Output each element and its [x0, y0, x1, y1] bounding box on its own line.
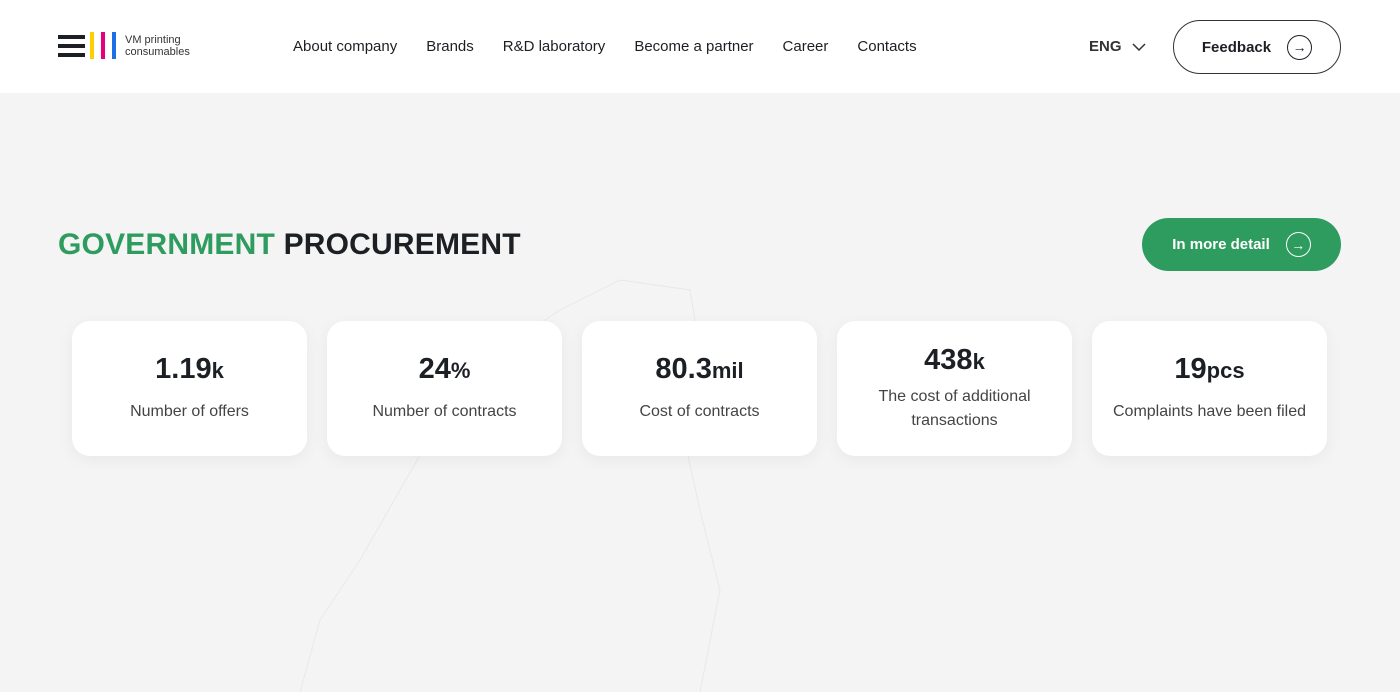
logo-magenta-bar — [101, 32, 105, 59]
logo-yellow-bar — [90, 32, 94, 59]
arrow-right-icon: → — [1285, 232, 1311, 257]
stat-card: 19pcs Complaints have been filed — [1092, 321, 1327, 456]
section-title: GOVERNMENT PROCUREMENT — [58, 228, 521, 261]
logo-text: VM printing consumables — [125, 33, 190, 58]
chevron-down-icon — [1131, 42, 1146, 51]
nav-brands[interactable]: Brands — [426, 38, 474, 55]
feedback-button[interactable]: Feedback → — [1173, 20, 1341, 74]
main-nav: About company Brands R&D laboratory Beco… — [293, 38, 917, 55]
in-more-detail-button[interactable]: In more detail → — [1142, 218, 1341, 271]
stat-card: 438k The cost of additional transactions — [837, 321, 1072, 456]
feedback-label: Feedback — [1201, 38, 1272, 56]
background-map — [299, 279, 721, 692]
nav-become-partner[interactable]: Become a partner — [634, 38, 754, 55]
nav-career[interactable]: Career — [782, 38, 829, 55]
language-label: ENG — [1089, 38, 1122, 55]
site-header: VM printing consumables About company Bra… — [0, 0, 1400, 93]
language-selector[interactable]: ENG — [1089, 38, 1146, 55]
nav-rd-laboratory[interactable]: R&D laboratory — [502, 38, 606, 55]
nav-about-company[interactable]: About company — [293, 38, 398, 55]
nav-contacts[interactable]: Contacts — [857, 38, 917, 55]
logo-blue-bar — [112, 32, 116, 59]
logo[interactable]: VM printing consumables — [58, 32, 190, 59]
arrow-right-icon: → — [1287, 34, 1313, 60]
more-label: In more detail — [1172, 236, 1270, 253]
stat-card: 80.3mil Cost of contracts — [582, 321, 817, 456]
logo-bars-icon — [58, 34, 85, 57]
stat-card: 1.19k Number of offers — [72, 321, 307, 456]
stats-cards: 1.19k Number of offers 24% Number of contr… — [72, 321, 1327, 456]
stat-card: 24% Number of contracts — [327, 321, 562, 456]
